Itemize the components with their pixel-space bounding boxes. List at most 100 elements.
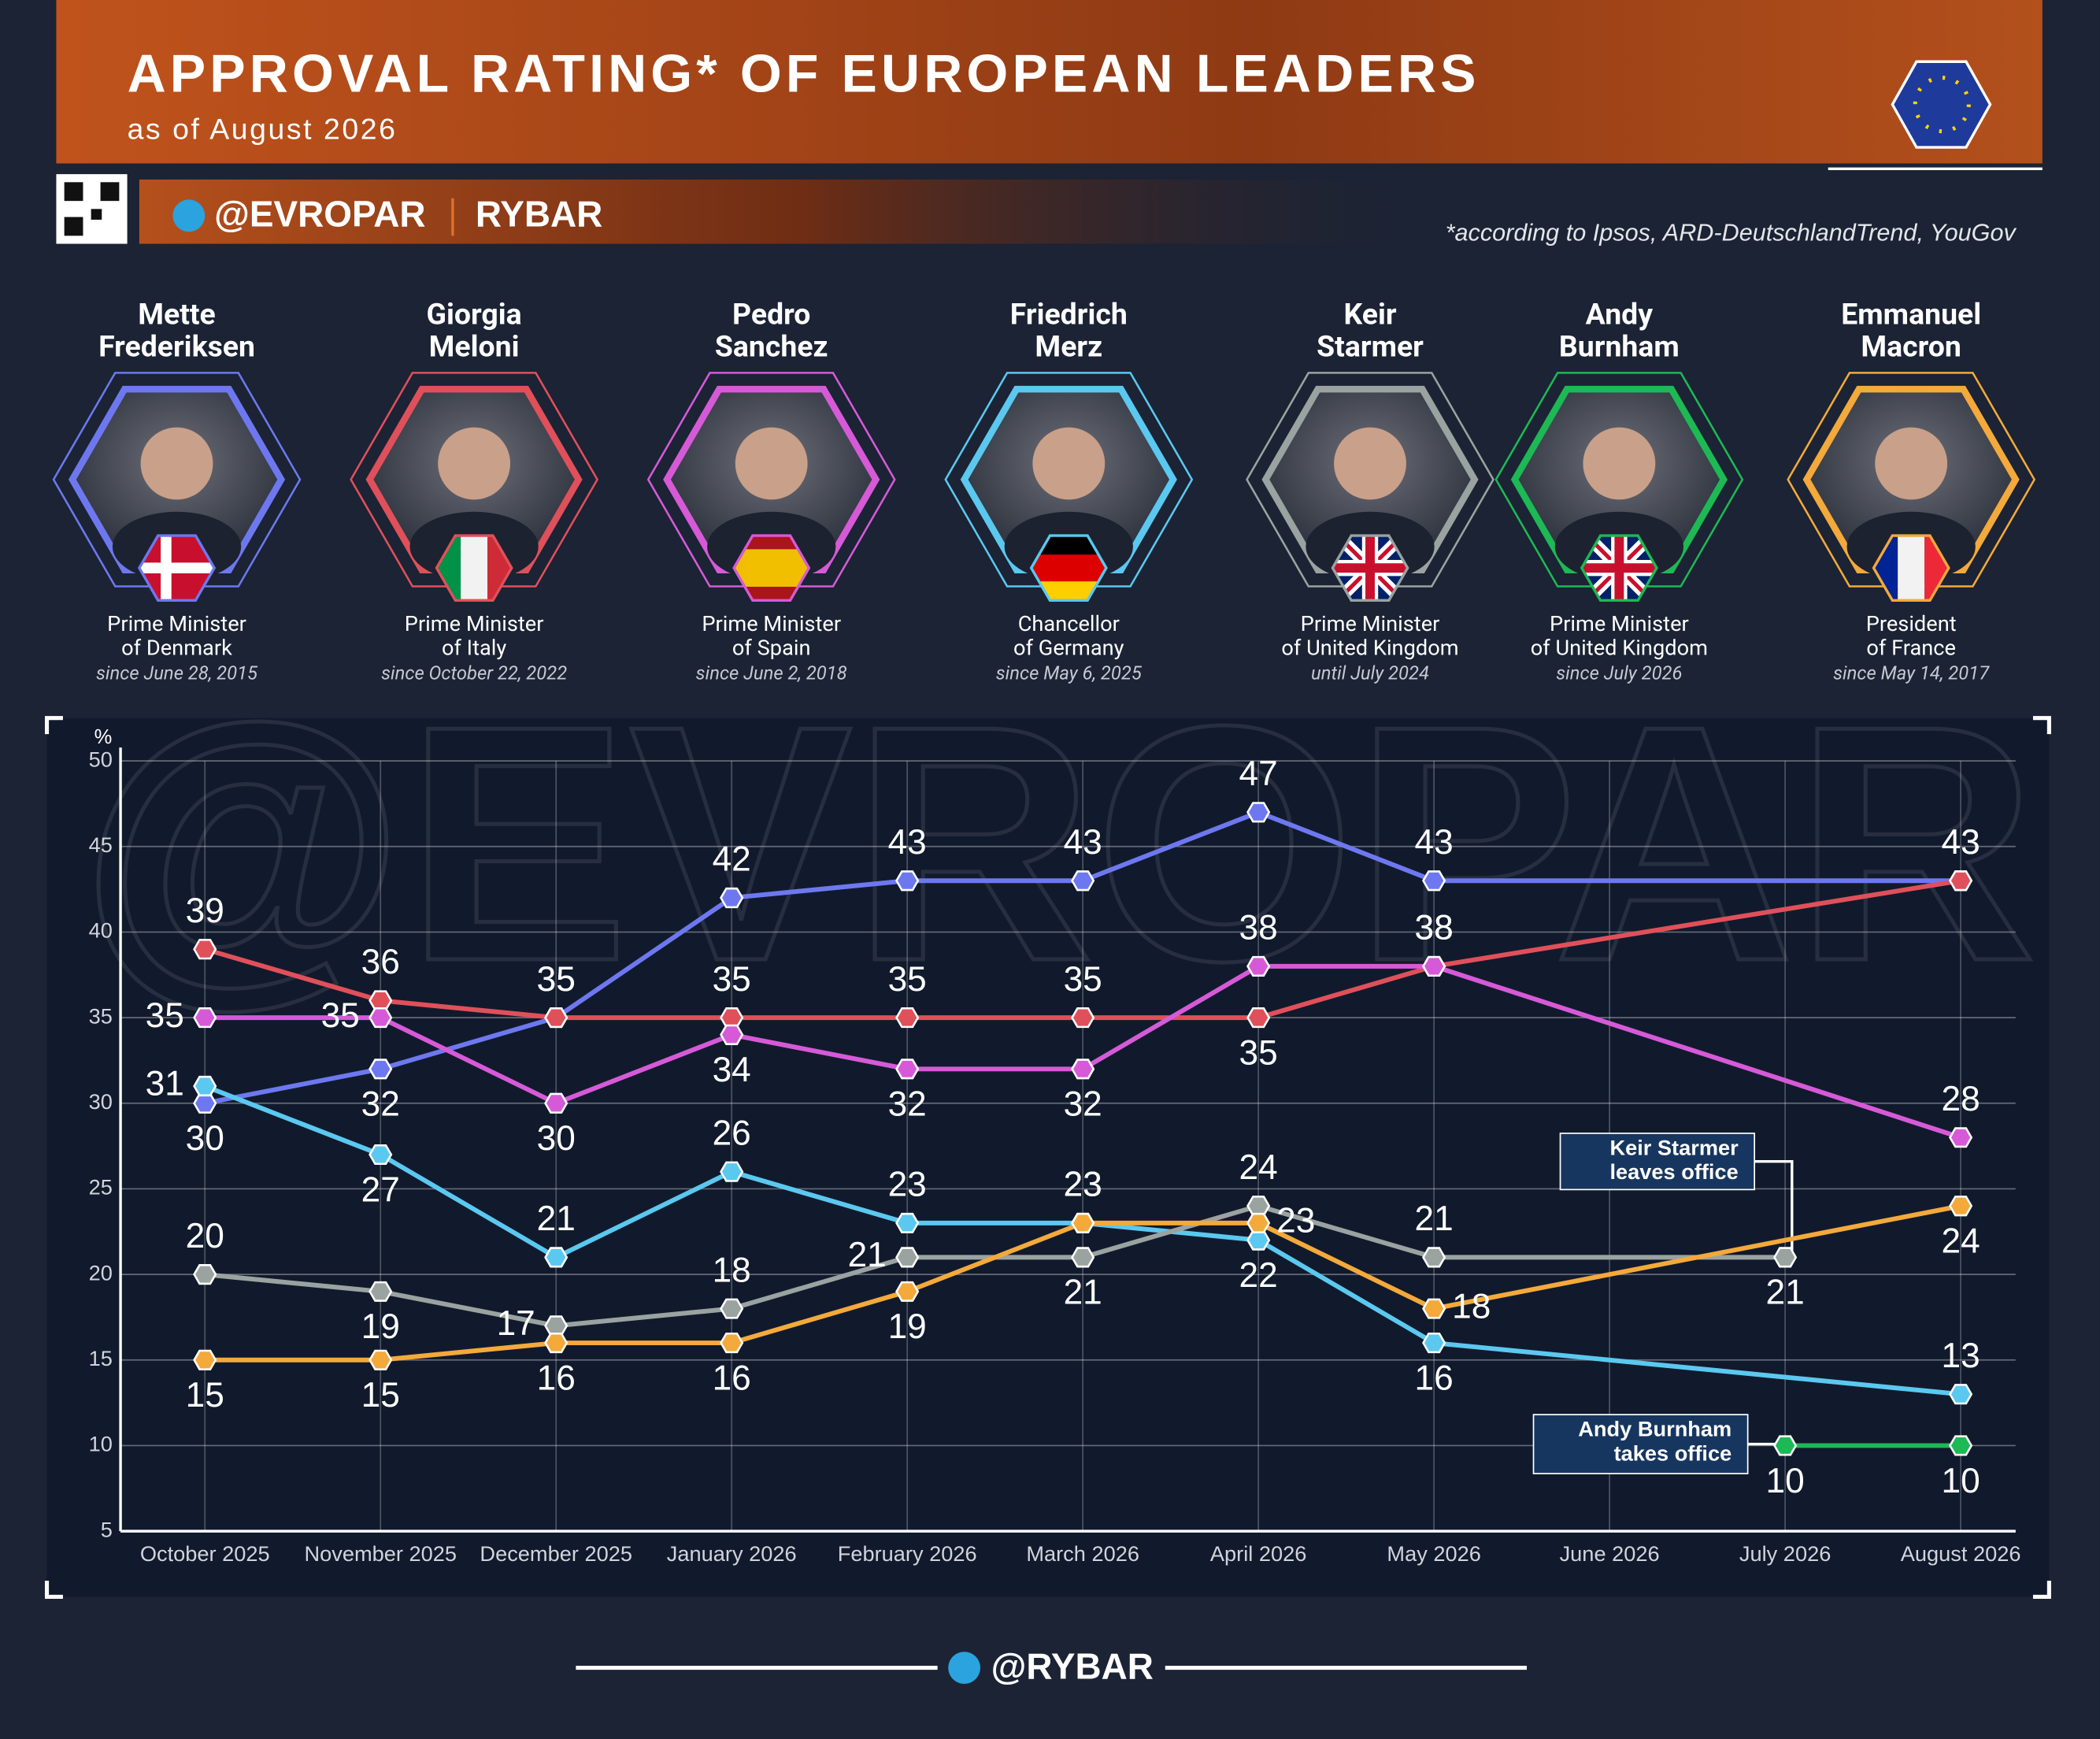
flag bbox=[1031, 554, 1106, 582]
data-label: 43 bbox=[1942, 823, 1980, 862]
data-label: 39 bbox=[186, 892, 224, 930]
data-label: 17 bbox=[497, 1304, 535, 1343]
data-point bbox=[369, 1007, 393, 1029]
leader-since: since June 2, 2018 bbox=[695, 662, 847, 685]
flag bbox=[1614, 536, 1624, 601]
leader-role: of France bbox=[1866, 635, 1956, 661]
data-label: 24 bbox=[1942, 1222, 1980, 1260]
data-point bbox=[1246, 1229, 1271, 1251]
portrait-frame-outer bbox=[1787, 372, 2036, 588]
leader-portrait bbox=[1787, 372, 2036, 603]
x-tick-label: December 2025 bbox=[480, 1541, 632, 1566]
x-tick-label: July 2026 bbox=[1739, 1541, 1831, 1566]
data-point bbox=[544, 1247, 569, 1268]
data-point bbox=[369, 1281, 393, 1302]
leader-name: Pedro Sanchez bbox=[714, 298, 828, 365]
qr-part bbox=[100, 182, 120, 202]
data-point bbox=[1949, 1127, 1973, 1148]
portrait-head bbox=[1334, 427, 1406, 500]
data-point bbox=[369, 1349, 393, 1370]
title: APPROVAL RATING* OF EUROPEAN LEADERS bbox=[128, 44, 1480, 104]
annotation-text: leaves office bbox=[1609, 1159, 1738, 1184]
flag-frame bbox=[1872, 534, 1950, 603]
data-label: 30 bbox=[537, 1119, 576, 1158]
data-point bbox=[193, 1264, 217, 1285]
eu-flag bbox=[1891, 60, 1992, 149]
flag-frame bbox=[1029, 534, 1108, 603]
data-point bbox=[1773, 1435, 1798, 1456]
data-label: 23 bbox=[888, 1166, 927, 1204]
data-label: 43 bbox=[1415, 823, 1454, 862]
data-point bbox=[1422, 955, 1446, 977]
portrait-frame-outer bbox=[52, 372, 302, 588]
flag bbox=[461, 536, 488, 601]
leader-name: Giorgia Meloni bbox=[426, 298, 522, 365]
source-note: *according to Ipsos, ARD-DeutschlandTren… bbox=[1446, 220, 2017, 247]
data-label: 10 bbox=[1766, 1462, 1805, 1500]
leader-portrait bbox=[944, 372, 1194, 603]
leader-role: of United Kingdom bbox=[1530, 635, 1708, 661]
data-point bbox=[544, 1332, 569, 1354]
qr-part bbox=[64, 217, 83, 236]
data-label: 18 bbox=[1452, 1287, 1491, 1326]
y-tick-label: 50 bbox=[89, 747, 113, 771]
data-point bbox=[1422, 1298, 1446, 1319]
data-label: 16 bbox=[713, 1359, 751, 1397]
data-label: 38 bbox=[1239, 909, 1278, 947]
data-point bbox=[1246, 1196, 1271, 1217]
data-point bbox=[369, 990, 393, 1011]
leader-since: since May 14, 2017 bbox=[1833, 662, 1990, 685]
leader-portrait bbox=[646, 372, 896, 603]
data-point bbox=[369, 1059, 393, 1080]
data-point bbox=[1773, 1247, 1798, 1268]
flag-frame bbox=[1331, 534, 1409, 603]
flag bbox=[1898, 536, 1925, 601]
annotation-connector bbox=[1754, 1159, 1794, 1258]
qr-part bbox=[91, 209, 102, 220]
leader-role: of Italy bbox=[441, 635, 507, 661]
data-label: 23 bbox=[1064, 1166, 1102, 1204]
leader-since: since June 28, 2015 bbox=[95, 662, 258, 685]
data-point bbox=[193, 939, 217, 960]
leader-role: Prime Minister bbox=[404, 610, 544, 636]
portrait-frame-outer bbox=[944, 372, 1194, 588]
data-point bbox=[895, 1007, 920, 1029]
y-tick-label: 5 bbox=[101, 1517, 113, 1541]
y-tick-label: 40 bbox=[89, 918, 113, 943]
data-label: 35 bbox=[537, 960, 576, 999]
data-point bbox=[895, 870, 920, 892]
y-tick-label: 45 bbox=[89, 832, 113, 857]
data-label: 47 bbox=[1239, 755, 1278, 793]
portrait-frame-outer bbox=[1246, 372, 1494, 588]
flag bbox=[139, 562, 215, 573]
annotation-text: takes office bbox=[1614, 1441, 1732, 1465]
data-point bbox=[1071, 870, 1095, 892]
x-tick-label: March 2026 bbox=[1026, 1541, 1139, 1566]
telegram-icon bbox=[948, 1652, 981, 1685]
data-label: 35 bbox=[1064, 960, 1102, 999]
footer-handle: @RYBAR bbox=[991, 1645, 1154, 1686]
data-point bbox=[1246, 802, 1271, 823]
data-label: 15 bbox=[361, 1376, 400, 1415]
data-point bbox=[720, 887, 744, 909]
leader-since: since October 22, 2022 bbox=[381, 662, 568, 685]
data-point bbox=[895, 1247, 920, 1268]
data-label: 36 bbox=[361, 943, 400, 981]
telegram-icon bbox=[172, 199, 206, 232]
data-point bbox=[1246, 1212, 1271, 1233]
data-label: 35 bbox=[537, 960, 576, 999]
flag bbox=[734, 549, 809, 587]
leader-name: Andy Burnham bbox=[1558, 298, 1680, 365]
qr-part bbox=[64, 182, 83, 202]
data-label: 35 bbox=[1239, 1033, 1278, 1072]
data-point bbox=[193, 1075, 217, 1097]
data-point bbox=[895, 1059, 920, 1080]
leader-role: of United Kingdom bbox=[1281, 635, 1459, 661]
subtitle: as of August 2026 bbox=[128, 113, 398, 146]
y-tick-label: 35 bbox=[89, 1003, 113, 1028]
leader-name: Emmanuel Macron bbox=[1841, 298, 1982, 365]
data-label: 22 bbox=[1239, 1256, 1278, 1295]
x-tick-label: January 2026 bbox=[667, 1541, 797, 1566]
data-point bbox=[1246, 1007, 1271, 1029]
data-point bbox=[1071, 1007, 1095, 1029]
